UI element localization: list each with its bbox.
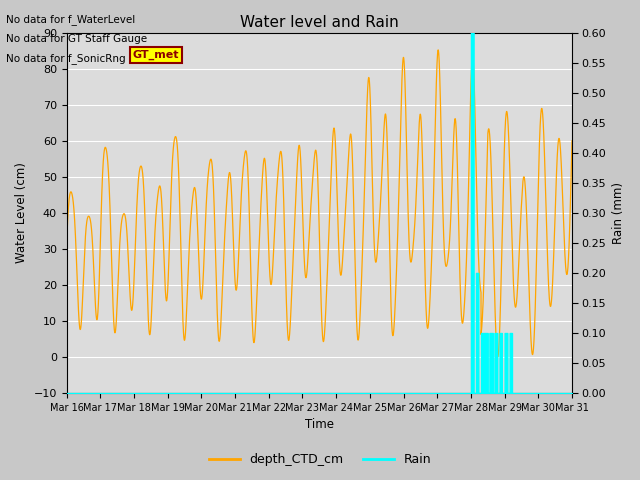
Text: No data for f_SonicRng: No data for f_SonicRng [6,53,126,64]
Text: No data for f_WaterLevel: No data for f_WaterLevel [6,14,136,25]
Text: No data for GT Staff Gauge: No data for GT Staff Gauge [6,34,148,44]
Y-axis label: Water Level (cm): Water Level (cm) [15,162,28,263]
Legend: depth_CTD_cm, Rain: depth_CTD_cm, Rain [204,448,436,471]
Y-axis label: Rain (mm): Rain (mm) [612,182,625,244]
Title: Water level and Rain: Water level and Rain [240,15,399,30]
Text: GT_met: GT_met [132,50,179,60]
X-axis label: Time: Time [305,419,334,432]
